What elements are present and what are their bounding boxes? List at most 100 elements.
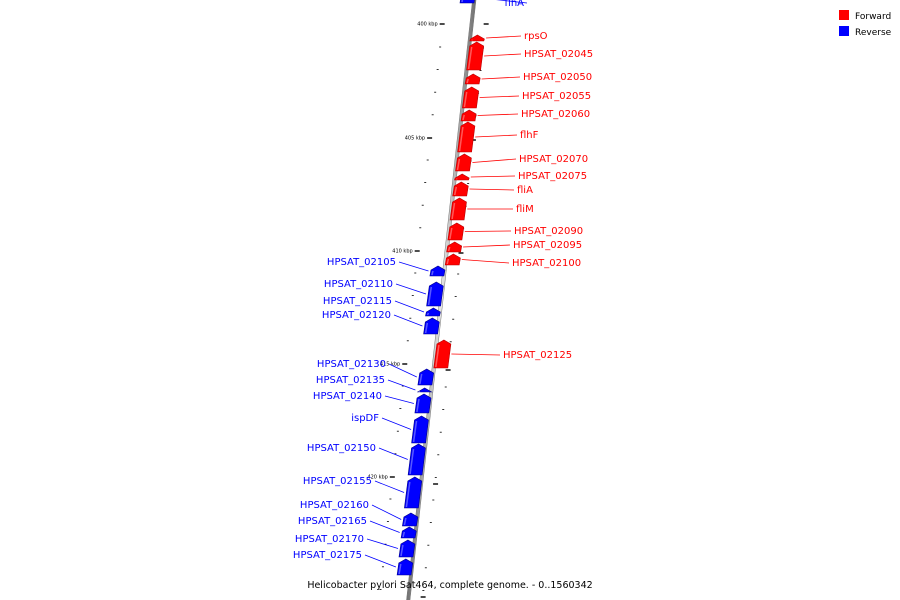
gene-connector: [369, 520, 400, 533]
gene-label-hpsat_02110[interactable]: HPSAT_02110: [324, 279, 393, 290]
gene-highlight: [456, 158, 461, 171]
gene-arrow-hpsat_02125: [433, 339, 452, 369]
gene-label-hpsat_02165[interactable]: HPSAT_02165: [298, 516, 367, 527]
gene-label-hpsat_02090[interactable]: HPSAT_02090: [514, 226, 583, 237]
gene-label-hpsat_02155[interactable]: HPSAT_02155: [303, 476, 372, 487]
gene-arrow-hpsat_02140: [414, 393, 432, 414]
gene-connector: [469, 188, 515, 191]
gene-label-hpsat_02095[interactable]: HPSAT_02095: [513, 240, 582, 251]
gene-connector: [451, 353, 501, 356]
gene-label-hpsat_02105[interactable]: HPSAT_02105: [327, 257, 396, 268]
gene-label-hpsat_02170[interactable]: HPSAT_02170: [295, 534, 364, 545]
gene-arrow-hpsat_02105: [429, 265, 446, 277]
gene-connector: [381, 417, 412, 430]
gene-label-flha[interactable]: flhA: [505, 0, 525, 9]
gene-connector: [481, 76, 521, 80]
gene-connector: [477, 113, 519, 116]
gene-arrow-hpsat_02165: [400, 526, 417, 539]
gene-label-hpsat_02050[interactable]: HPSAT_02050: [523, 72, 592, 83]
gene-label-rpso[interactable]: rpsO: [524, 31, 548, 42]
gene-highlight: [447, 246, 451, 252]
gene-connector: [479, 95, 520, 98]
legend-forward-label: Forward: [855, 12, 891, 22]
tick-label: 420 kbp: [367, 475, 387, 481]
gene-label-ispdf[interactable]: ispDF: [351, 413, 379, 424]
gene-label-flhf[interactable]: flhF: [520, 130, 539, 141]
gene-arrow-hpsat_02135: [417, 387, 433, 393]
gene-highlight: [463, 91, 468, 108]
gene-arrow-rpso: [469, 34, 485, 42]
gene-connector: [387, 379, 416, 391]
gene-highlight: [403, 517, 407, 526]
gene-connector: [484, 53, 522, 57]
legend-reverse-swatch: [839, 26, 849, 36]
tick-label: 400 kbp: [417, 22, 437, 28]
gene-label-hpsat_02070[interactable]: HPSAT_02070: [519, 154, 588, 165]
gene-label-hpsat_02160[interactable]: HPSAT_02160: [300, 500, 369, 511]
gene-label-hpsat_02115[interactable]: HPSAT_02115: [323, 296, 392, 307]
gene-highlight: [461, 0, 464, 3]
gene-label-hpsat_02055[interactable]: HPSAT_02055: [522, 91, 591, 102]
gene-label-hpsat_02060[interactable]: HPSAT_02060: [521, 109, 590, 120]
gene-connector: [464, 230, 512, 232]
gene-highlight: [451, 202, 456, 220]
legend-forward-swatch: [839, 10, 849, 20]
gene-features: [396, 0, 485, 576]
gene-connector: [393, 314, 423, 327]
gene-connector: [461, 259, 510, 264]
gene-label-flia[interactable]: fliA: [517, 185, 533, 196]
gene-arrow-hpsat_02150: [407, 443, 426, 476]
gene-connector: [366, 538, 399, 549]
gene-label-hpsat_02150[interactable]: HPSAT_02150: [307, 443, 376, 454]
gene-label-hpsat_02140[interactable]: HPSAT_02140: [313, 391, 382, 402]
gene-arrow-flia: [452, 181, 469, 197]
gene-connector: [496, 0, 528, 4]
gene-label-flim[interactable]: fliM: [516, 204, 534, 215]
gene-arrow-hpsat_02155: [404, 476, 423, 509]
gene-arrow-hpsat_02075: [454, 173, 470, 181]
gene-highlight: [398, 563, 402, 575]
gene-connector: [472, 158, 517, 163]
gene-arrow-flim: [449, 197, 467, 221]
gene-highlight: [416, 398, 420, 413]
gene-highlight: [424, 322, 429, 334]
gene-label-hpsat_02120[interactable]: HPSAT_02120: [322, 310, 391, 321]
gene-highlight: [405, 481, 411, 508]
gene-highlight: [449, 227, 453, 240]
gene-arrow-hpsat_02160: [402, 512, 419, 527]
gene-arrow-hpsat_02060: [460, 109, 477, 122]
gene-highlight: [453, 186, 458, 196]
gene-highlight: [467, 46, 473, 70]
gene-highlight: [462, 114, 465, 121]
gene-highlight: [427, 286, 433, 306]
gene-connector: [470, 175, 516, 178]
gene-connector: [475, 134, 518, 138]
gene-connector: [374, 480, 405, 493]
gene-label-hpsat_02100[interactable]: HPSAT_02100: [512, 258, 581, 269]
gene-arrow-hpsat_02090: [447, 222, 465, 241]
gene-label-hpsat_02130[interactable]: HPSAT_02130: [317, 359, 386, 370]
gene-arrow-hpsat_02070: [455, 153, 472, 172]
gene-connector: [395, 283, 427, 295]
gene-label-hpsat_02135[interactable]: HPSAT_02135: [316, 375, 385, 386]
gene-highlight: [466, 78, 469, 84]
tick-label: 405 kbp: [405, 136, 425, 142]
gene-label-hpsat_02175[interactable]: HPSAT_02175: [293, 550, 362, 561]
gene-highlight: [412, 420, 418, 443]
gene-arrow-hpsat_02175: [396, 558, 414, 576]
gene-label-hpsat_02075[interactable]: HPSAT_02075: [518, 171, 587, 182]
gene-highlight: [458, 126, 464, 152]
gene-label-hpsat_02125[interactable]: HPSAT_02125: [503, 350, 572, 361]
gene-arrow-hpsat_02110: [426, 281, 444, 307]
gene-connector: [394, 300, 425, 313]
gene-connector: [486, 35, 522, 39]
gene-arrow-hpsat_02115: [425, 307, 441, 317]
gene-label-hpsat_02045[interactable]: HPSAT_02045: [524, 49, 593, 60]
gene-arrow-flha: [459, 0, 475, 4]
gene-arrow-hpsat_02170: [398, 539, 416, 558]
gene-arrow-hpsat_02095: [446, 241, 463, 253]
gene-arrow-flhf: [457, 121, 476, 153]
gene-highlight: [419, 373, 423, 385]
gene-connector: [384, 395, 415, 404]
